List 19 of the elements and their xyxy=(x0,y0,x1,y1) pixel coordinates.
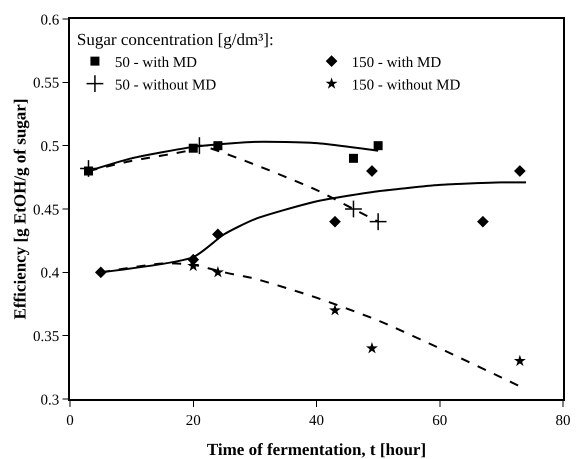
x-tick-label: 0 xyxy=(66,412,74,429)
y-tick-label: 0.4 xyxy=(40,266,60,282)
y-tick-label: 0.3 xyxy=(40,392,60,408)
x-tick-label: 80 xyxy=(556,412,570,429)
x-tick-label: 20 xyxy=(186,412,201,429)
legend-label: 150 - without MD xyxy=(352,78,460,94)
x-axis-title: Time of fermentation, t [hour] xyxy=(206,440,426,459)
y-tick-label: 0.5 xyxy=(40,138,60,155)
y-tick-label: 0.45 xyxy=(33,202,60,218)
legend-label: 50 - with MD xyxy=(114,55,198,71)
x-tick-label: 60 xyxy=(432,412,448,429)
y-tick-label: 0.55 xyxy=(33,76,60,92)
legend-title: Sugar concentration [g/dm³]: xyxy=(76,30,274,49)
legend-label: 50 - without MD xyxy=(114,78,216,94)
x-tick-label: 40 xyxy=(309,412,324,429)
y-tick-label: 0.6 xyxy=(40,12,60,28)
y-tick-label: 0.35 xyxy=(33,328,60,345)
y-axis-title: Efficiency [g EtOH/g of sugar] xyxy=(10,98,30,320)
legend-label: 150 - with MD xyxy=(352,55,442,71)
